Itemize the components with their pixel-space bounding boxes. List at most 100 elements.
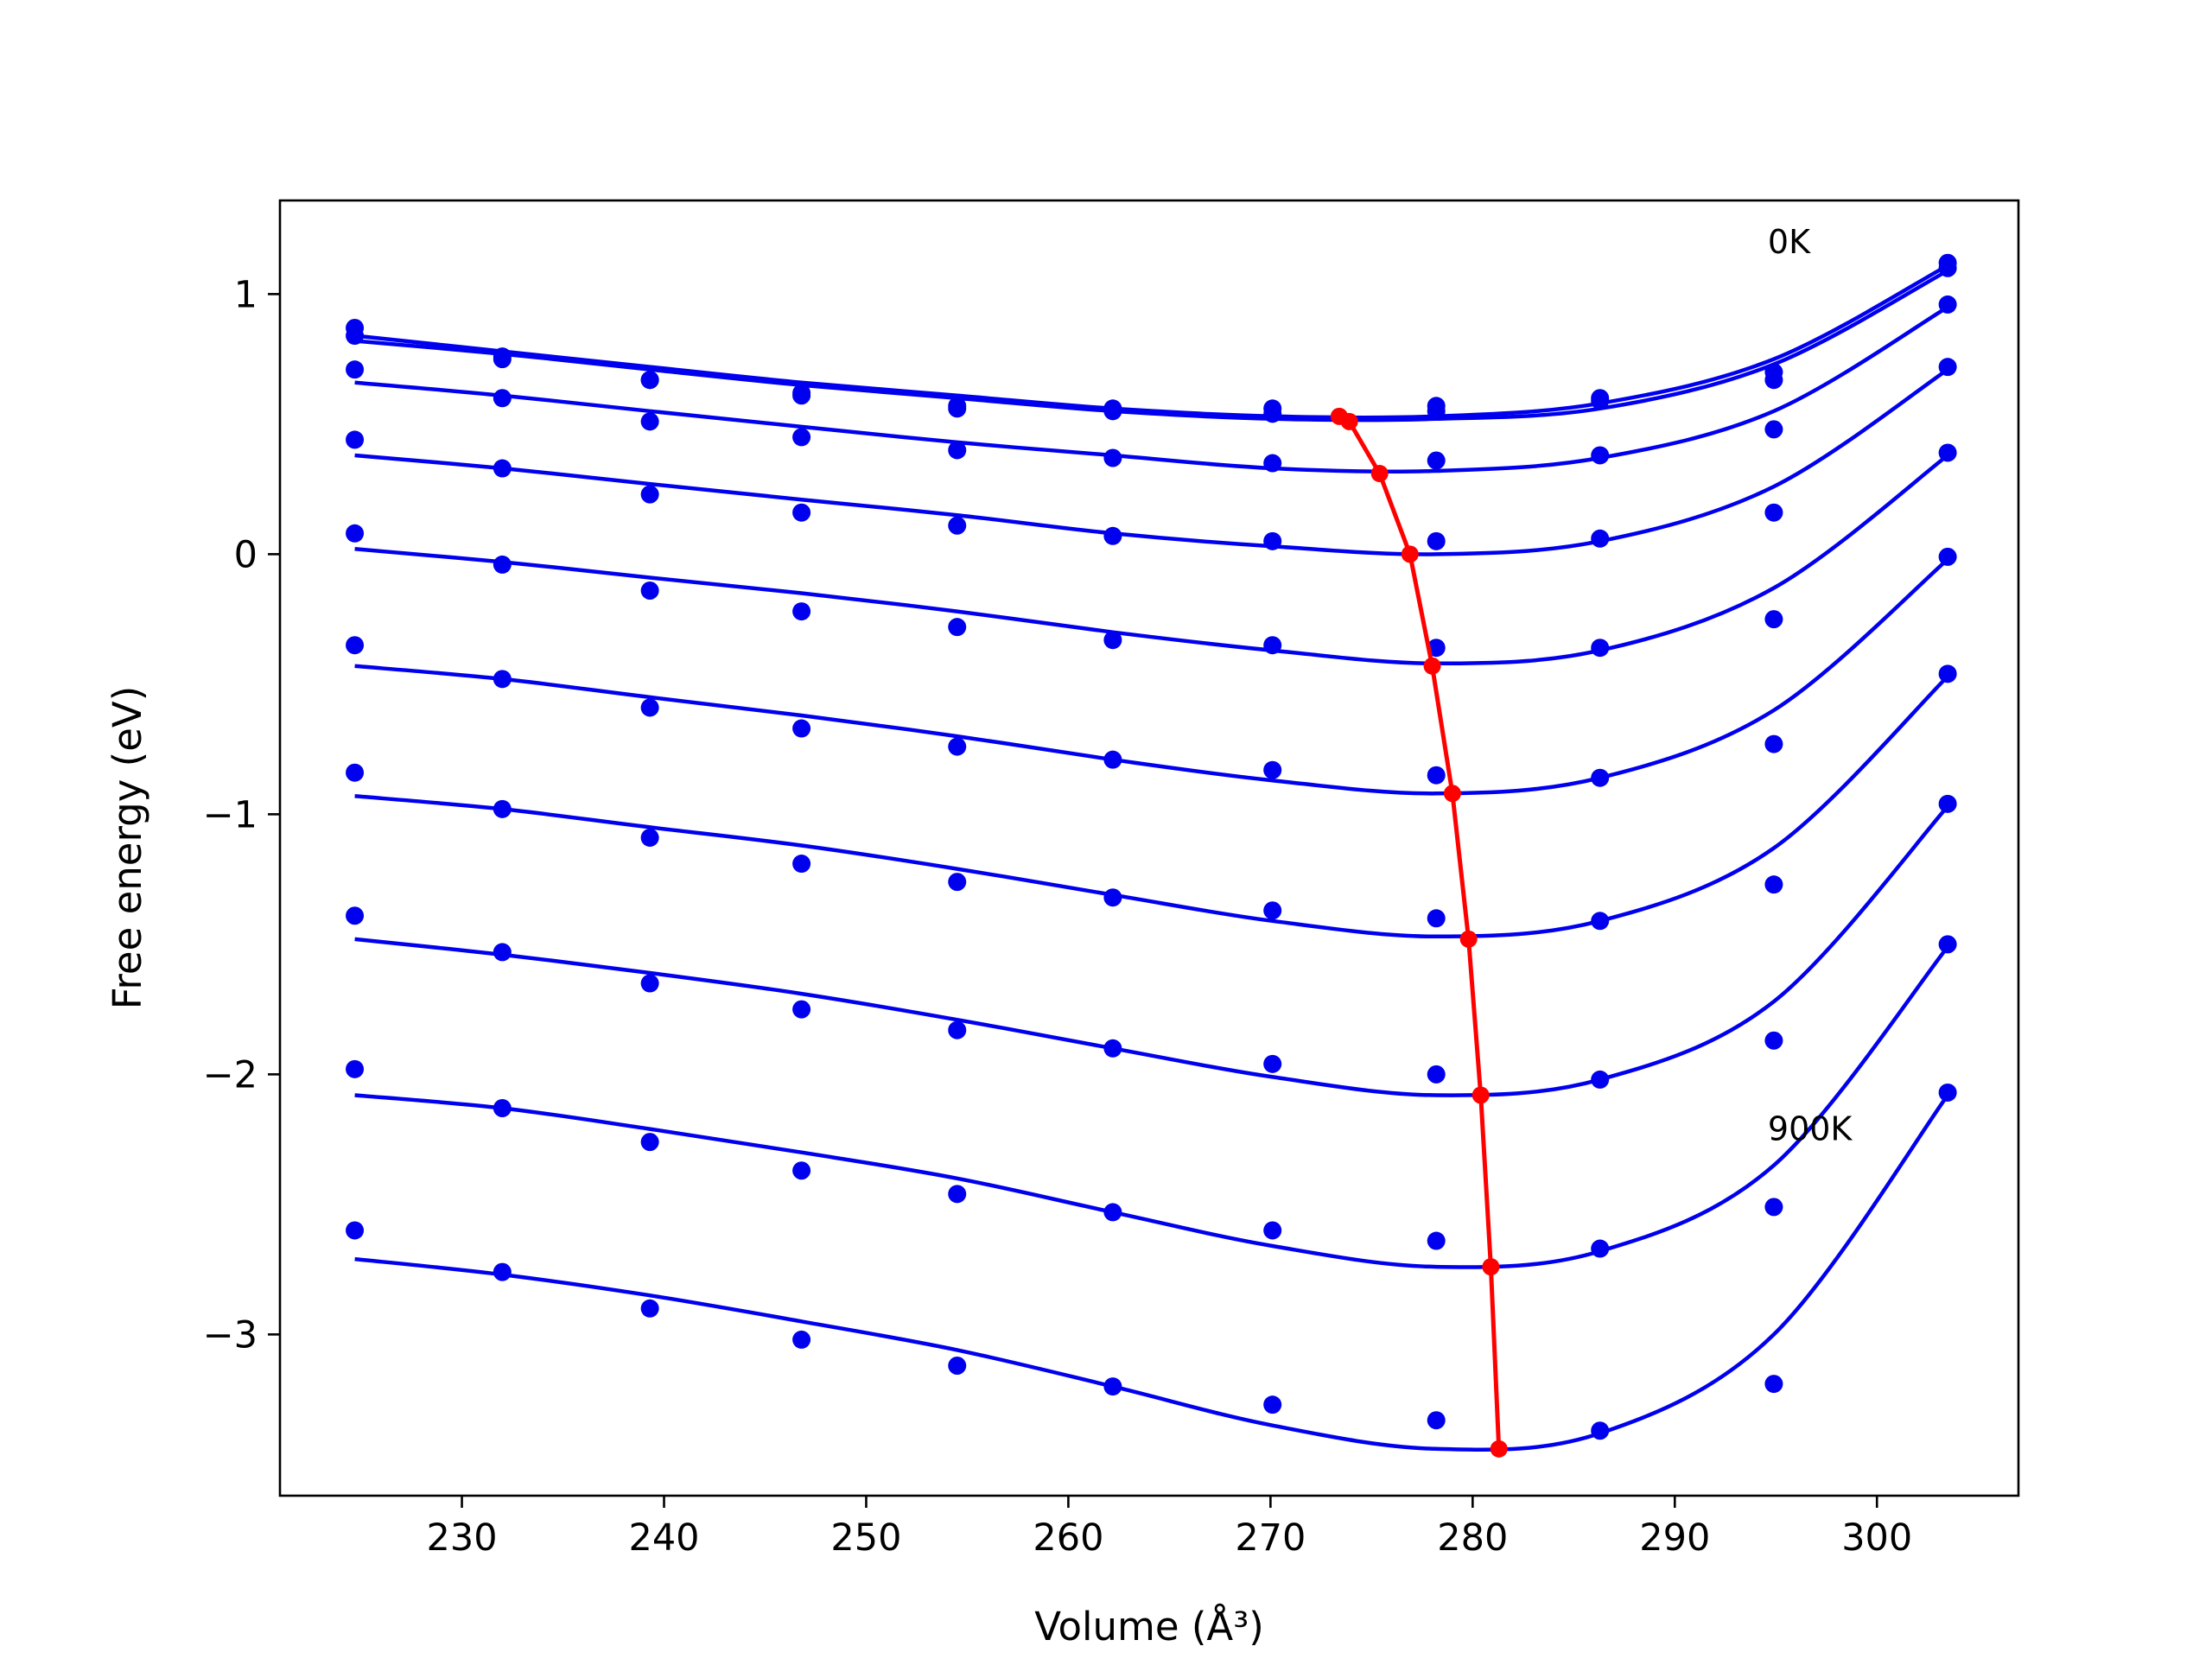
- data-point: [948, 618, 967, 637]
- data-point: [1103, 448, 1122, 467]
- y-tick-label: 0: [234, 533, 257, 576]
- data-point: [640, 582, 659, 601]
- data-point: [1263, 901, 1282, 920]
- x-tick-label: 250: [830, 1516, 901, 1560]
- data-point: [493, 1262, 512, 1281]
- fit-curve-1: [354, 269, 1949, 423]
- data-point: [792, 1161, 811, 1180]
- data-point: [1263, 636, 1282, 655]
- data-point: [1263, 404, 1282, 423]
- x-tick-label: 260: [1033, 1516, 1103, 1560]
- x-tick-label: 280: [1437, 1516, 1508, 1560]
- data-point: [1427, 639, 1446, 658]
- data-point: [948, 399, 967, 418]
- data-point: [493, 389, 512, 408]
- data-point: [1938, 935, 1957, 954]
- data-point: [948, 516, 967, 535]
- data-point: [346, 430, 365, 449]
- data-point: [792, 602, 811, 621]
- annotation-label: 900K: [1768, 1110, 1853, 1148]
- data-point: [1938, 443, 1957, 462]
- data-point: [1591, 912, 1610, 931]
- minimum-point: [1340, 412, 1358, 430]
- data-point: [1103, 631, 1122, 650]
- x-tick-label: 240: [628, 1516, 699, 1560]
- data-point: [792, 428, 811, 447]
- data-point: [948, 1020, 967, 1039]
- fit-curve-3: [354, 367, 1949, 556]
- data-point: [1263, 1395, 1282, 1414]
- plot-layer: [346, 253, 1957, 1458]
- data-point: [1263, 1054, 1282, 1073]
- data-point: [792, 855, 811, 874]
- fit-curve-8: [354, 945, 1949, 1269]
- data-point: [792, 1330, 811, 1349]
- data-point: [948, 873, 967, 892]
- y-tick-label: 1: [234, 273, 257, 316]
- y-tick-label: −2: [203, 1053, 257, 1096]
- data-point: [1591, 391, 1610, 410]
- x-tick-label: 230: [427, 1516, 498, 1560]
- fit-curve-4: [354, 454, 1949, 666]
- fit-curve-5: [354, 557, 1949, 796]
- data-point: [493, 670, 512, 689]
- data-point: [948, 441, 967, 460]
- data-point: [792, 719, 811, 738]
- data-point: [1263, 1221, 1282, 1240]
- data-point: [1427, 531, 1446, 550]
- annotation-layer: 0K 900K: [1768, 223, 1853, 1147]
- y-tick-label: −3: [203, 1313, 257, 1357]
- data-point: [640, 698, 659, 717]
- x-tick-label: 300: [1841, 1516, 1912, 1560]
- data-point: [493, 350, 512, 369]
- data-point: [1427, 909, 1446, 928]
- x-axis-label: Volume (Å³): [1034, 1604, 1264, 1649]
- data-point: [346, 1059, 365, 1078]
- data-point: [1938, 258, 1957, 277]
- data-point: [346, 906, 365, 925]
- data-point: [1764, 1031, 1783, 1050]
- data-point: [493, 459, 512, 478]
- data-point: [493, 799, 512, 818]
- fit-curve-9: [354, 1094, 1949, 1452]
- minima-line: [1338, 414, 1502, 1449]
- data-point: [1938, 547, 1957, 566]
- data-point: [1103, 1377, 1122, 1396]
- data-point: [1591, 529, 1610, 548]
- data-point: [346, 327, 365, 346]
- data-point: [1938, 358, 1957, 377]
- data-point: [1427, 402, 1446, 421]
- data-point: [1764, 420, 1783, 439]
- data-point: [1103, 526, 1122, 545]
- annotation-label: 0K: [1768, 223, 1811, 261]
- data-point: [1263, 531, 1282, 550]
- data-point: [792, 1000, 811, 1019]
- minimum-point: [1490, 1440, 1508, 1458]
- data-point: [640, 371, 659, 390]
- data-point: [640, 412, 659, 431]
- fit-curve-6: [354, 675, 1949, 939]
- data-point: [1938, 295, 1957, 314]
- data-point: [1591, 1421, 1610, 1440]
- data-point: [948, 737, 967, 756]
- data-point: [1263, 760, 1282, 779]
- data-point: [1938, 664, 1957, 683]
- data-point: [1764, 503, 1783, 522]
- minimum-point: [1370, 465, 1389, 483]
- data-point: [1591, 446, 1610, 465]
- minimum-point: [1482, 1258, 1500, 1276]
- data-point: [346, 763, 365, 782]
- data-point: [1764, 1198, 1783, 1217]
- data-point: [1591, 1070, 1610, 1089]
- data-point: [1764, 371, 1783, 390]
- data-point: [493, 943, 512, 962]
- minimum-point: [1459, 930, 1478, 948]
- data-point: [346, 636, 365, 655]
- data-point: [1427, 1411, 1446, 1430]
- minimum-point: [1423, 657, 1441, 675]
- data-point: [1938, 1083, 1957, 1102]
- data-point: [1427, 1231, 1446, 1250]
- data-point: [640, 974, 659, 993]
- minimum-point: [1443, 785, 1461, 803]
- minimum-point: [1401, 545, 1419, 563]
